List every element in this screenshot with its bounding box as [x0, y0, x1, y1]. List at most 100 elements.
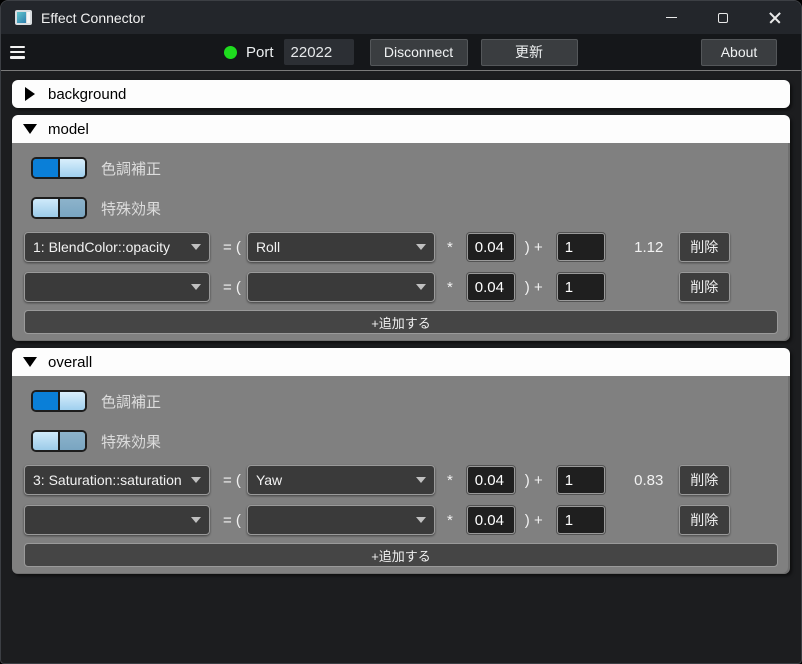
disconnect-button[interactable]: Disconnect [369, 38, 468, 66]
target-parameter-dropdown[interactable]: 3: Saturation::saturation [24, 465, 210, 495]
equals-open-symbol: = ( [223, 278, 241, 296]
dropdown-value: Roll [255, 239, 281, 255]
offset-input[interactable] [556, 233, 605, 261]
delete-row-button[interactable]: 削除 [678, 505, 730, 535]
source-parameter-dropdown[interactable]: Yaw [246, 465, 435, 495]
multiplier-input[interactable] [466, 273, 515, 301]
toggle-label: 色調補正 [101, 160, 162, 178]
window-title: Effect Connector [41, 9, 146, 26]
source-parameter-dropdown[interactable] [246, 505, 435, 535]
formula-row: = ( * ) + 削除 [24, 272, 778, 302]
delete-row-button[interactable]: 削除 [678, 272, 730, 302]
dropdown-value: Yaw [255, 472, 283, 488]
app-window-icon [15, 10, 32, 25]
section-body-model: 色調補正 特殊効果 1: BlendColor::opacity = ( [12, 143, 790, 341]
section-header-model[interactable]: model [12, 115, 790, 143]
close-button[interactable] [749, 1, 801, 34]
delete-row-button[interactable]: 削除 [678, 465, 730, 495]
toggle-half [33, 159, 58, 177]
source-parameter-dropdown[interactable] [246, 272, 435, 302]
section-title: overall [48, 353, 93, 371]
titlebar: Effect Connector [1, 1, 801, 34]
target-parameter-dropdown[interactable]: 1: BlendColor::opacity [24, 232, 210, 262]
chevron-down-icon [191, 284, 201, 290]
multiplier-input[interactable] [466, 233, 515, 261]
delete-row-button[interactable]: 削除 [678, 232, 730, 262]
toggle-label: 色調補正 [101, 393, 162, 411]
target-parameter-dropdown[interactable] [24, 272, 210, 302]
toggle-half [33, 392, 58, 410]
add-row-button[interactable]: +追加する [24, 310, 778, 334]
triangle-expander-icon [23, 357, 37, 367]
port-input[interactable] [283, 39, 354, 65]
chevron-down-icon [191, 477, 201, 483]
add-row-button[interactable]: +追加する [24, 543, 778, 567]
toggle-row-color-correction: 色調補正 [31, 157, 778, 179]
chevron-down-icon [191, 517, 201, 523]
special-effects-toggle[interactable] [31, 197, 87, 219]
multiplier-input[interactable] [466, 506, 515, 534]
toggle-row-color-correction: 色調補正 [31, 390, 778, 412]
equals-open-symbol: = ( [223, 238, 241, 256]
section-body-overall: 色調補正 特殊効果 3: Saturation::saturation = ( [12, 376, 790, 574]
minimize-icon [665, 16, 677, 19]
hamburger-icon [10, 50, 25, 54]
equals-open-symbol: = ( [223, 511, 241, 529]
dropdown-value: 1: BlendColor::opacity [33, 239, 170, 255]
toggle-row-special-effects: 特殊効果 [31, 430, 778, 452]
offset-input[interactable] [556, 273, 605, 301]
close-icon [768, 11, 782, 25]
section-background: background [12, 80, 790, 108]
toggle-half [60, 199, 85, 217]
toggle-label: 特殊効果 [101, 200, 162, 218]
formula-row: = ( * ) + 削除 [24, 505, 778, 535]
chevron-down-icon [415, 284, 426, 290]
maximize-button[interactable] [697, 1, 749, 34]
main-content: background model 色調補正 [1, 71, 801, 663]
app-icon-pane [17, 12, 26, 23]
app-icon-pane [27, 12, 30, 23]
equals-open-symbol: = ( [223, 471, 241, 489]
result-value: 1.12 [634, 238, 664, 256]
offset-input[interactable] [556, 506, 605, 534]
close-plus-symbol: ) + [524, 278, 543, 296]
chevron-down-icon [191, 244, 201, 250]
formula-row: 1: BlendColor::opacity = ( Roll * ) + 1.… [24, 232, 778, 262]
connection-status-dot [224, 45, 237, 59]
triangle-expander-icon [25, 87, 35, 101]
color-correction-toggle[interactable] [31, 157, 87, 179]
toggle-half [58, 392, 85, 410]
color-correction-toggle[interactable] [31, 390, 87, 412]
offset-input[interactable] [556, 466, 605, 494]
multiply-symbol: * [446, 238, 453, 256]
multiply-symbol: * [446, 471, 453, 489]
toggle-half [33, 199, 60, 217]
about-button[interactable]: About [701, 38, 777, 66]
dropdown-value: 3: Saturation::saturation [33, 472, 182, 488]
maximize-icon [718, 12, 728, 23]
multiply-symbol: * [446, 278, 453, 296]
section-header-background[interactable]: background [12, 80, 790, 108]
special-effects-toggle[interactable] [31, 430, 87, 452]
toggle-half [33, 432, 60, 450]
update-button[interactable]: 更新 [480, 38, 578, 66]
section-overall: overall 色調補正 特殊効果 [12, 348, 790, 574]
section-title: model [48, 120, 89, 138]
section-header-overall[interactable]: overall [12, 348, 790, 376]
chevron-down-icon [415, 244, 426, 250]
source-parameter-dropdown[interactable]: Roll [246, 232, 435, 262]
toggle-half [60, 432, 85, 450]
section-title: background [48, 85, 127, 103]
toggle-half [58, 159, 85, 177]
minimize-button[interactable] [645, 1, 697, 34]
section-model: model 色調補正 特殊効果 [12, 115, 790, 341]
multiply-symbol: * [446, 511, 453, 529]
port-label: Port [246, 43, 274, 61]
chevron-down-icon [415, 477, 426, 483]
target-parameter-dropdown[interactable] [24, 505, 210, 535]
hamburger-menu-button[interactable] [10, 45, 25, 59]
multiplier-input[interactable] [466, 466, 515, 494]
close-plus-symbol: ) + [524, 471, 543, 489]
close-plus-symbol: ) + [524, 238, 543, 256]
